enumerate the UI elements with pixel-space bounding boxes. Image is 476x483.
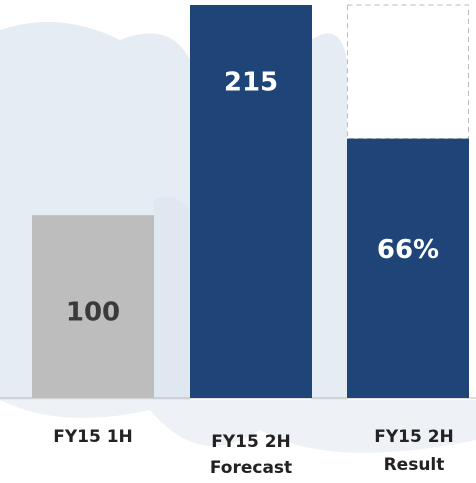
bar	[347, 138, 469, 398]
x-tick-label: Forecast	[210, 458, 292, 478]
value-label: 215	[224, 68, 278, 98]
forecast-outline	[347, 4, 469, 140]
value-label: 100	[66, 298, 120, 328]
bar	[190, 5, 312, 398]
value-label: 66%	[377, 235, 439, 265]
x-tick-label: FY15 1H	[53, 427, 133, 447]
x-tick-label: Result	[384, 455, 445, 475]
x-tick-label: FY15 2H	[374, 427, 454, 447]
bar	[32, 215, 154, 398]
x-tick-label: FY15 2H	[211, 432, 291, 452]
